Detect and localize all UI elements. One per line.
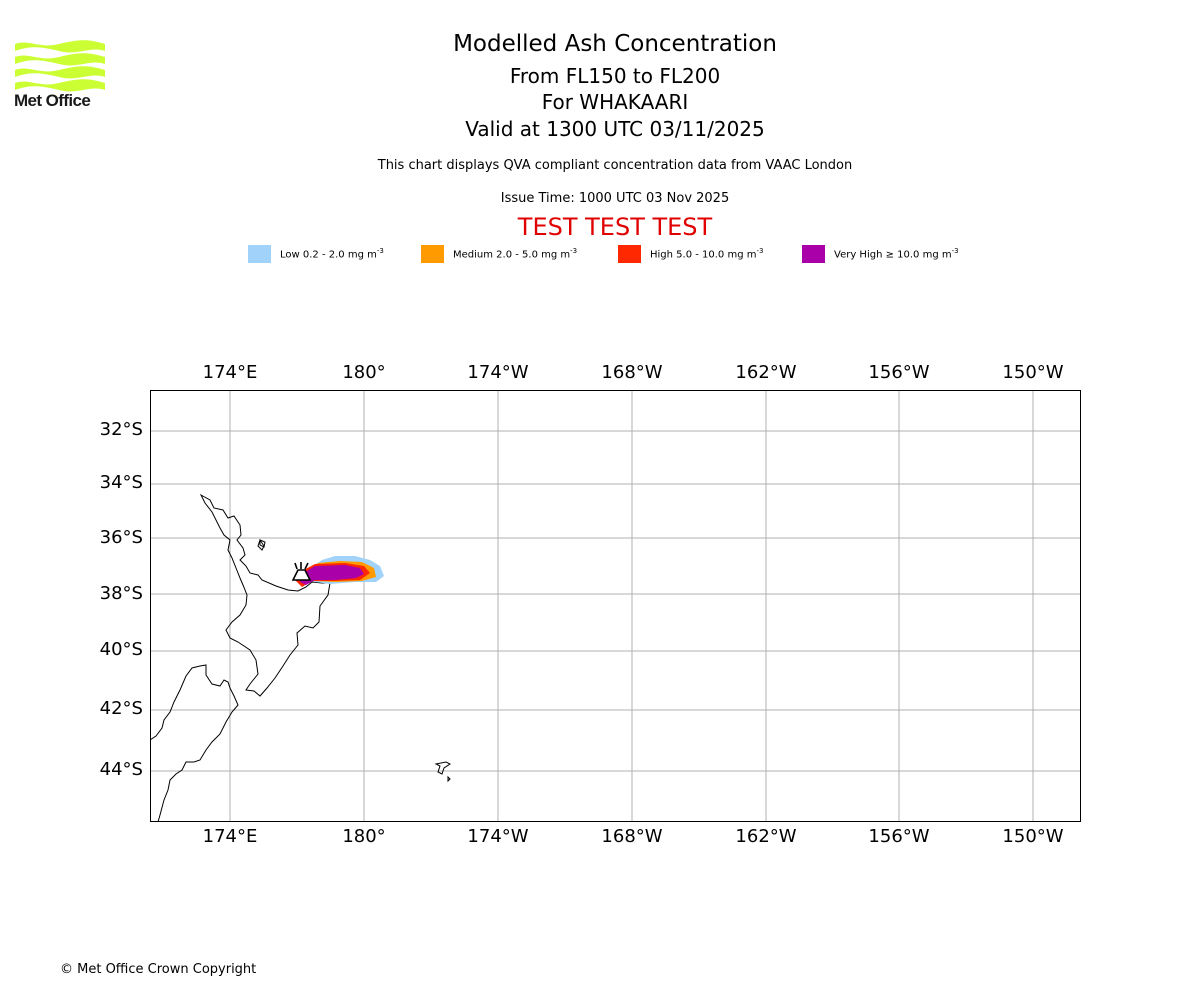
- ash-map: [150, 390, 1081, 822]
- volcano-marker-icon: [291, 562, 312, 581]
- north-island-coastline: [199, 493, 331, 697]
- legend-exp-high: -3: [756, 247, 764, 256]
- map-gridlines: [150, 390, 1081, 822]
- legend-exp-medium: -3: [570, 247, 578, 256]
- map-frame: [150, 390, 1081, 822]
- lon-tick-bottom-156w: 156°W: [868, 826, 930, 847]
- lat-tick-34s: 34°S: [99, 472, 143, 493]
- legend-swatch-medium: [421, 245, 444, 263]
- test-banner: TEST TEST TEST: [517, 213, 713, 241]
- legend-label-low: Low 0.2 - 2.0 mg m: [280, 249, 377, 261]
- legend-exp-low: -3: [376, 247, 384, 256]
- copyright-notice: © Met Office Crown Copyright: [60, 962, 257, 977]
- valid-time: Valid at 1300 UTC 03/11/2025: [465, 117, 765, 141]
- legend-label-medium: Medium 2.0 - 5.0 mg m: [453, 249, 571, 261]
- legend-item-very-high: Very High ≥ 10.0 mg m-3: [802, 244, 959, 264]
- lat-tick-40s: 40°S: [99, 639, 143, 660]
- lon-tick-bottom-180: 180°: [342, 826, 386, 847]
- lon-tick-bottom-150w: 150°W: [1002, 826, 1064, 847]
- legend-item-medium: Medium 2.0 - 5.0 mg m-3: [421, 244, 577, 264]
- lon-tick-top-168w: 168°W: [601, 362, 663, 383]
- chart-title: Modelled Ash Concentration: [453, 31, 777, 57]
- legend-item-high: High 5.0 - 10.0 mg m-3: [618, 244, 763, 264]
- lon-tick-top-156w: 156°W: [868, 362, 930, 383]
- legend-swatch-low: [248, 245, 271, 263]
- legend-item-low: Low 0.2 - 2.0 mg m-3: [248, 244, 384, 264]
- ash-plume: [295, 556, 384, 587]
- legend-label-very-high: Very High ≥ 10.0 mg m: [834, 249, 952, 261]
- ash-plume-very-high: [300, 565, 364, 585]
- lon-tick-bottom-162w: 162°W: [735, 826, 797, 847]
- lon-tick-top-174w: 174°W: [467, 362, 529, 383]
- lon-tick-bottom-168w: 168°W: [601, 826, 663, 847]
- legend-label-high: High 5.0 - 10.0 mg m: [650, 249, 757, 261]
- lon-tick-top-162w: 162°W: [735, 362, 797, 383]
- flight-level-range: From FL150 to FL200: [509, 64, 721, 88]
- lat-tick-44s: 44°S: [99, 759, 143, 780]
- issue-time: Issue Time: 1000 UTC 03 Nov 2025: [500, 191, 730, 206]
- coromandel-coastline: [257, 538, 265, 551]
- met-office-logo-text: Met Office: [14, 91, 91, 110]
- lat-tick-38s: 38°S: [99, 583, 143, 604]
- legend-swatch-very-high: [802, 245, 825, 263]
- lon-tick-top-174e: 174°E: [202, 362, 258, 383]
- lon-tick-top-180: 180°: [342, 362, 386, 383]
- met-office-logo-waves: [15, 40, 105, 92]
- lat-tick-32s: 32°S: [99, 419, 143, 440]
- great-barrier-island: [259, 539, 266, 548]
- lon-tick-top-150w: 150°W: [1002, 362, 1064, 383]
- legend-swatch-high: [618, 245, 641, 263]
- legend-exp-very-high: -3: [951, 247, 959, 256]
- lat-tick-36s: 36°S: [99, 527, 143, 548]
- stewart-chatham-islands: [434, 761, 451, 783]
- lon-tick-bottom-174e: 174°E: [202, 826, 258, 847]
- qva-description: This chart displays QVA compliant concen…: [377, 158, 853, 173]
- south-island-coastline: [150, 664, 239, 822]
- lat-tick-42s: 42°S: [99, 698, 143, 719]
- volcano-name: For WHAKAARI: [541, 90, 689, 114]
- lon-tick-bottom-174w: 174°W: [467, 826, 529, 847]
